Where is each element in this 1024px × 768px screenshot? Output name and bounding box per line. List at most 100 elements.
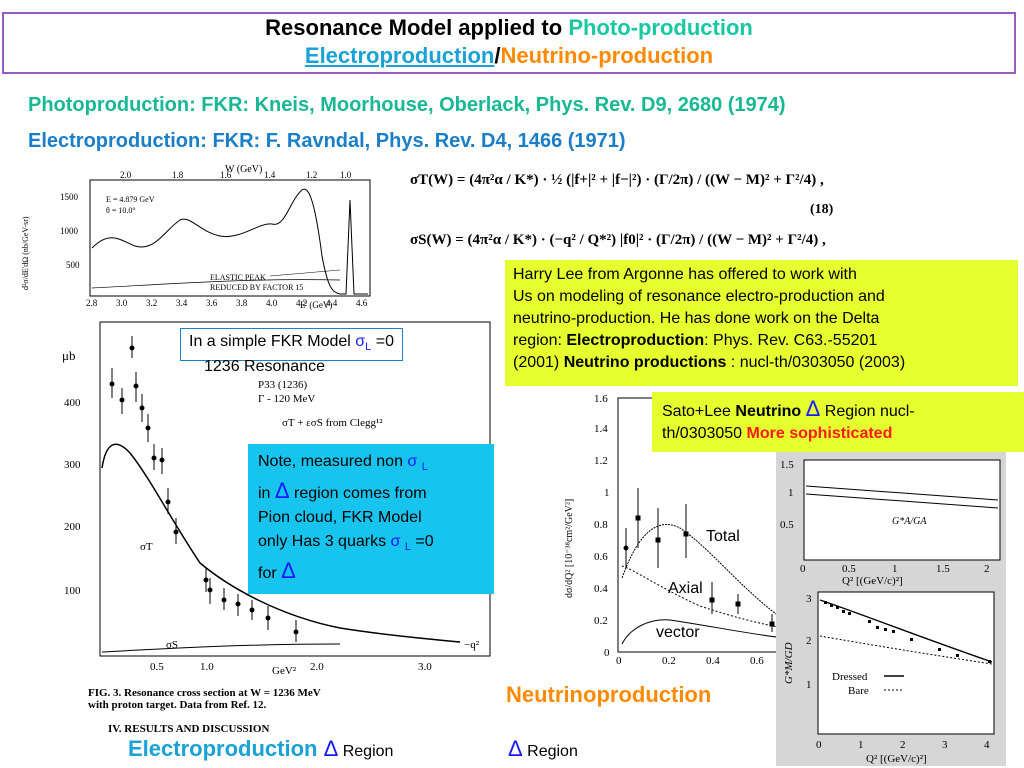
- e-tick: 4.0: [266, 298, 278, 308]
- y-tick: 0.5: [780, 519, 794, 531]
- harry-bold: Electroproduction: [566, 332, 705, 349]
- top-param: E = 4.879 GeV: [106, 195, 155, 204]
- left-ylabel: μb: [62, 348, 75, 363]
- electroproduction-delta-label: Electroproduction Δ Region: [128, 736, 393, 762]
- e-tick: 3.6: [206, 298, 218, 308]
- sato-line: th/0303050 More sophisticated: [662, 423, 1014, 445]
- data-legend: σT + εσS from Clegg¹²: [282, 417, 383, 429]
- gm-legend: Bare: [848, 685, 869, 697]
- top-w-ticks: 2.0 1.8 1.6 1.4 1.2 1.0: [120, 170, 352, 180]
- y-tick: 1.6: [594, 393, 608, 405]
- gm-xlabel: Q² [(GeV/c)²]: [866, 753, 927, 765]
- x-tick: 0.4: [706, 655, 720, 667]
- harry-text: : nucl-th/0303050 (2003): [726, 354, 906, 371]
- note-text: only Has 3 quarks: [258, 533, 391, 551]
- sigma-symbol: σ: [407, 453, 418, 470]
- electro-label-text: Electroproduction: [128, 736, 324, 761]
- x-tick: 2: [900, 739, 906, 751]
- harry-bold: Neutrino productions: [563, 354, 727, 371]
- e-tick: 3.0: [116, 298, 128, 308]
- x-tick: 0: [616, 655, 622, 667]
- delta-symbol: Δ: [805, 396, 821, 421]
- left-x-ticks: 0.5 1.0 2.0 3.0: [150, 661, 432, 673]
- y-tick: 1500: [60, 192, 79, 202]
- title-sep: /: [494, 43, 501, 68]
- y-tick: 0.2: [594, 615, 608, 627]
- note-line: Pion cloud, FKR Model: [258, 509, 422, 527]
- y-tick: 0: [604, 647, 610, 659]
- e-tick: 4.6: [356, 298, 368, 308]
- sato-text: th/0303050: [662, 425, 747, 442]
- w-tick: 1.4: [264, 170, 276, 180]
- e-tick: 4.2: [296, 298, 307, 308]
- title-electro: Electroproduction: [304, 43, 495, 68]
- sato-bold: Neutrino: [735, 403, 802, 420]
- harry-line: (2001) Neutrino productions : nucl-th/03…: [513, 352, 1010, 374]
- x-tick: 0.6: [750, 655, 764, 667]
- region-text: Region: [338, 743, 394, 760]
- top-xaxis-label: E' (GeV): [300, 300, 332, 310]
- y-tick: 1: [788, 487, 794, 499]
- top-e-ticks: 2.8 3.0 3.2 3.4 3.6 3.8 4.0 4.2 4.4 4.6: [86, 298, 368, 308]
- note-text: for: [258, 565, 282, 583]
- resonance-label: 1236 Resonance: [204, 358, 325, 375]
- y-tick: 2: [806, 635, 812, 647]
- title-neutrino: Neutrino-production: [500, 43, 714, 68]
- sigma-sub: L: [421, 461, 428, 474]
- gm-ylabel: G*M/GD: [783, 642, 795, 684]
- x-tick: 0.2: [662, 655, 676, 667]
- harry-text: (2001): [513, 354, 564, 371]
- top-annotation: REDUCED BY FACTOR 15: [210, 283, 303, 292]
- harry-lee-note: Harry Lee from Argonne has offered to wo…: [505, 260, 1018, 386]
- top-ylabel: d²σ/dE'dΩ (nb/GeV-sr): [21, 216, 30, 290]
- top-param: θ = 10.0°: [106, 206, 136, 215]
- ga-xlabel: Q² [(GeV/c)²]: [842, 575, 903, 587]
- magnetic-form-factor-plot: 1 2 3 0 1 2 3 4 G*M/GD Dressed Bare Q² […: [776, 588, 1006, 766]
- title-box: Resonance Model applied to Photo-product…: [2, 12, 1016, 74]
- y-tick: 3: [806, 593, 812, 605]
- title-line-2: Electroproduction/Neutrino-production: [4, 42, 1014, 70]
- top-annotation: ELASTIC PEAK: [210, 273, 266, 282]
- note-text: in: [258, 485, 275, 503]
- nu-ylabel: dσ/dQ² [10⁻³⁸cm²/GeV²]: [564, 499, 575, 598]
- y-tick: 1.2: [594, 455, 608, 467]
- harry-line: Harry Lee from Argonne has offered to wo…: [513, 266, 857, 283]
- figure-caption: with proton target. Data from Ref. 12.: [88, 699, 267, 711]
- left-data-points: [109, 336, 299, 642]
- x-tick: 0: [800, 563, 806, 575]
- section-heading: IV. RESULTS AND DISCUSSION: [108, 723, 269, 735]
- inclusive-spectrum-plot: W (GeV) 2.0 1.8 1.6 1.4 1.2 1.0 2.8 3.0 …: [10, 160, 390, 310]
- x-tick: 0: [816, 739, 822, 751]
- sigma-symbol: σ: [390, 533, 401, 551]
- e-tick: 3.2: [146, 298, 157, 308]
- y-tick: 200: [64, 521, 81, 533]
- sigma-s-curve-label: σS: [166, 639, 178, 651]
- top-y-ticks: 500 1000 1500: [60, 192, 80, 270]
- delta-symbol: Δ: [323, 736, 339, 761]
- y-tick: 1.4: [594, 423, 608, 435]
- top-xlabel: W (GeV): [225, 164, 262, 175]
- x-tick: 3.0: [418, 661, 432, 673]
- left-xlabel-right: −q²: [464, 639, 480, 651]
- note-line: in Δ region comes from: [258, 479, 484, 506]
- y-tick: 0.6: [594, 551, 608, 563]
- sigma-sub: L: [365, 341, 372, 354]
- vector-label: vector: [656, 624, 700, 641]
- e-tick: 3.4: [176, 298, 188, 308]
- y-tick: 300: [64, 459, 81, 471]
- harry-line: region: Electroproduction: Phys. Rev. C6…: [513, 330, 1010, 352]
- delta-symbol: Δ: [281, 558, 296, 584]
- neutrino-delta-label: Δ Region: [508, 736, 578, 762]
- y-tick: 0.8: [594, 519, 608, 531]
- electro-reference: Electroproduction: FKR: F. Ravndal, Phys…: [28, 130, 626, 152]
- sato-text: Region nucl-: [820, 403, 915, 420]
- ga-label: G*A/GA: [892, 516, 927, 527]
- x-tick: 2: [984, 563, 990, 575]
- w-tick: 1.0: [340, 170, 352, 180]
- x-tick: 1: [858, 739, 864, 751]
- x-tick: 1: [892, 563, 898, 575]
- delta-symbol: Δ: [508, 736, 523, 761]
- ga-y-ticks: 0.5 1 1.5: [780, 459, 794, 531]
- note-text: =0: [410, 533, 434, 551]
- sigma-t-formula: σT(W) = (4π²α / K*) · ½ (|f+|² + |f−|²) …: [410, 172, 824, 188]
